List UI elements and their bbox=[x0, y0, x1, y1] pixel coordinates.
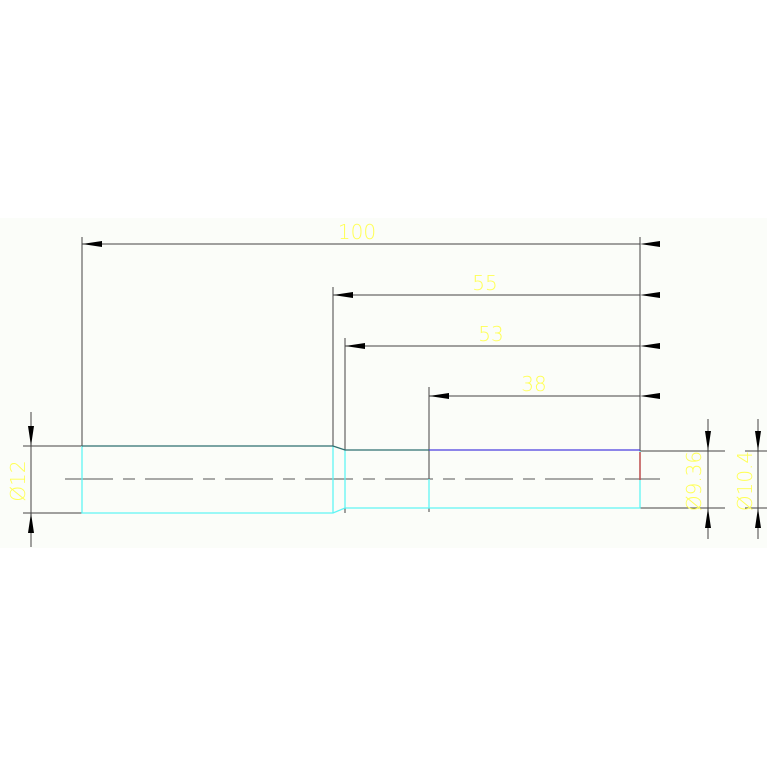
shaft-outline bbox=[81, 445, 641, 514]
dim-text-38: 38 bbox=[521, 372, 546, 396]
dim-arrows bbox=[28, 426, 761, 533]
drawing-area bbox=[0, 218, 767, 548]
dim-text-55: 55 bbox=[472, 271, 497, 295]
dim-text-dia12: Ø12 bbox=[6, 460, 30, 501]
dim-text-dia9-36: Ø9.36 bbox=[682, 451, 706, 511]
dim-text-53: 53 bbox=[478, 322, 503, 346]
dim-text-dia10-4: Ø10.4 bbox=[733, 451, 757, 511]
dim-text-100: 100 bbox=[338, 220, 376, 244]
